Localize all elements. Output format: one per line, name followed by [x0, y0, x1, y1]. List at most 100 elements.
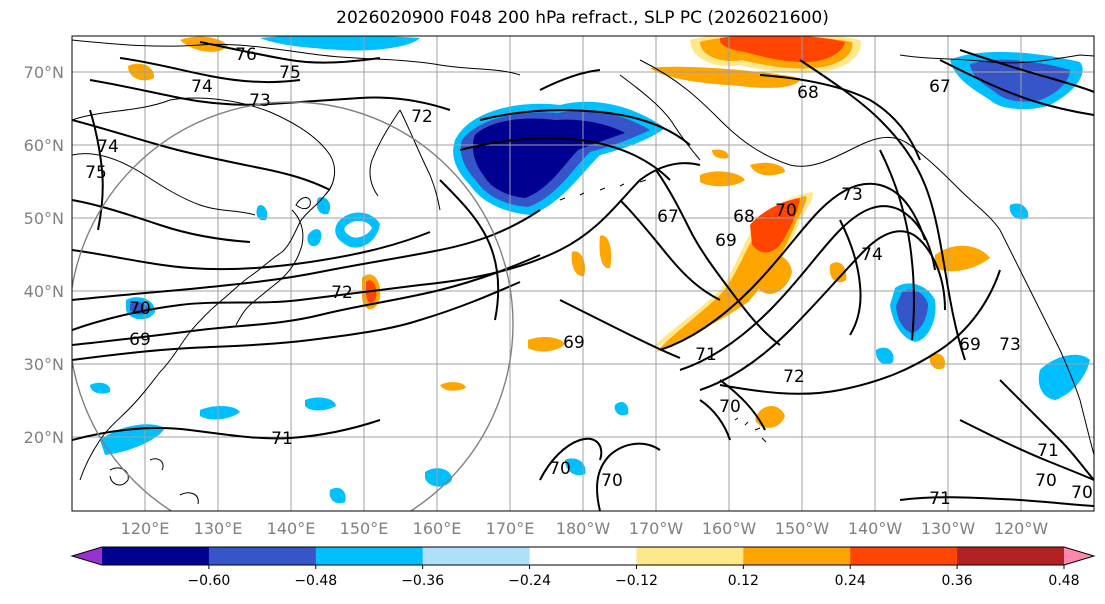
colorbar [70, 546, 1096, 569]
negative-anomaly-patch [425, 468, 452, 487]
contour-label: 73 [249, 91, 271, 111]
latitude-label: 20°N [24, 428, 64, 447]
slp-contours [72, 41, 1094, 511]
negative-anomaly-patch [472, 118, 625, 198]
colorbar-extension-low [72, 547, 102, 565]
contour-label: 71 [271, 429, 293, 449]
positive-anomaly-patch [829, 262, 847, 283]
negative-anomaly-patch [1009, 203, 1029, 220]
contour-label: 70 [549, 459, 571, 479]
contour-label: 74 [97, 137, 119, 157]
colorbar-labels: −0.60 −0.48 −0.36 −0.24 −0.12 0.12 0.24 0.36 0.4… [187, 573, 1079, 589]
contour-label: 74 [191, 77, 213, 97]
contour-label: 67 [929, 77, 951, 97]
contour-label: 75 [279, 63, 301, 83]
longitude-label: 150°E [340, 519, 389, 538]
colorbar-tick-label: 0.36 [942, 573, 973, 589]
latitude-label: 40°N [24, 282, 64, 301]
contour-label: 72 [411, 107, 433, 127]
longitude-label: 150°W [775, 519, 830, 538]
latitude-label: 30°N [24, 355, 64, 374]
contour-label: 70 [129, 299, 151, 319]
colorbar-tick-label: −0.48 [294, 573, 337, 589]
contour-label: 70 [719, 397, 741, 417]
coastlines [72, 39, 1094, 505]
contour-label: 70 [775, 201, 797, 221]
longitude-label: 170°W [629, 519, 684, 538]
longitude-label: 140°E [267, 519, 316, 538]
longitude-label: 180°W [556, 519, 611, 538]
colorbar-bin [957, 547, 1065, 565]
longitude-label: 140°W [848, 519, 903, 538]
contour-label: 71 [695, 345, 717, 365]
colorbar-bin [102, 547, 210, 565]
contour-label: 68 [733, 207, 755, 227]
positive-anomaly-patch [929, 353, 946, 370]
longitude-label: 120°W [994, 519, 1049, 538]
negative-anomaly-patch [896, 289, 928, 333]
colorbar-bin [529, 547, 637, 565]
colorbar-tick-label: −0.60 [187, 573, 230, 589]
colorbar-bin [743, 547, 851, 565]
negative-anomaly-patch [344, 220, 372, 238]
longitude-label: 160°W [702, 519, 757, 538]
negative-anomaly-patch [256, 205, 268, 221]
negative-anomaly-patch [90, 382, 111, 394]
positive-anomaly-patch [719, 36, 845, 63]
contour-label: 72 [783, 367, 805, 387]
range-circle [72, 101, 514, 511]
colorbar-bin [636, 547, 744, 565]
negative-anomaly-patch [614, 401, 629, 416]
graticule [72, 36, 1094, 511]
positive-anomaly-patch [712, 149, 729, 159]
colorbar-bin [315, 547, 424, 565]
contour-labels: 76 75 74 73 72 72 74 75 70 69 71 70 70 6… [85, 45, 1093, 509]
colorbar-bin [208, 547, 317, 565]
latitude-label: 60°N [24, 136, 64, 155]
contour-label: 70 [1071, 483, 1093, 503]
colorbar-tick-label: 0.48 [1048, 573, 1079, 589]
contour-label: 73 [999, 335, 1021, 355]
colorbar-extension-high [1064, 547, 1094, 565]
colorbar-bin [422, 547, 531, 565]
negative-anomaly-patch [970, 59, 1070, 102]
contour-label: 76 [235, 45, 257, 65]
longitude-label: 170°E [486, 519, 535, 538]
chart-title: 2026020900 F048 200 hPa refract., SLP PC… [336, 8, 829, 28]
longitude-labels: 120°E 130°E 140°E 150°E 160°E 170°E 180°… [121, 519, 1049, 538]
contour-label: 67 [657, 207, 679, 227]
colorbar-tick-label: −0.24 [508, 573, 551, 589]
negative-anomaly-patch [1038, 354, 1090, 400]
contour-label: 69 [563, 333, 585, 353]
contour-label: 69 [959, 335, 981, 355]
negative-anomaly-patch [329, 487, 346, 504]
positive-anomaly-patch [755, 405, 785, 428]
latitude-labels: 70°N 60°N 50°N 40°N 30°N 20°N [24, 63, 64, 447]
contour-label: 69 [715, 231, 737, 251]
colorbar-outline [70, 546, 1096, 566]
colorbar-tick-label: −0.36 [401, 573, 444, 589]
positive-anomaly-patch [935, 245, 990, 272]
positive-anomaly-patch [750, 162, 785, 176]
latitude-label: 50°N [24, 209, 64, 228]
colorbar-tick-label: 0.12 [728, 573, 759, 589]
contour-label: 74 [861, 245, 883, 265]
contour-label: 73 [841, 185, 863, 205]
contour-label: 69 [129, 330, 151, 350]
colorbar-tick-label: −0.12 [615, 573, 658, 589]
latitude-label: 70°N [24, 63, 64, 82]
contour-label: 75 [85, 163, 107, 183]
colorbar-tick-label: 0.24 [835, 573, 866, 589]
positive-anomaly-patch [440, 382, 466, 391]
contour-label: 70 [601, 471, 623, 491]
negative-anomaly-patch [875, 347, 894, 365]
positive-anomaly-patch [754, 254, 792, 294]
longitude-label: 130°E [194, 519, 243, 538]
positive-anomaly-patch [700, 171, 745, 187]
negative-anomaly-patch [307, 229, 322, 247]
contour-label: 70 [1035, 471, 1057, 491]
positive-anomaly-patch [571, 251, 586, 277]
contour-label: 72 [331, 283, 353, 303]
positive-anomaly-patch [528, 336, 565, 352]
